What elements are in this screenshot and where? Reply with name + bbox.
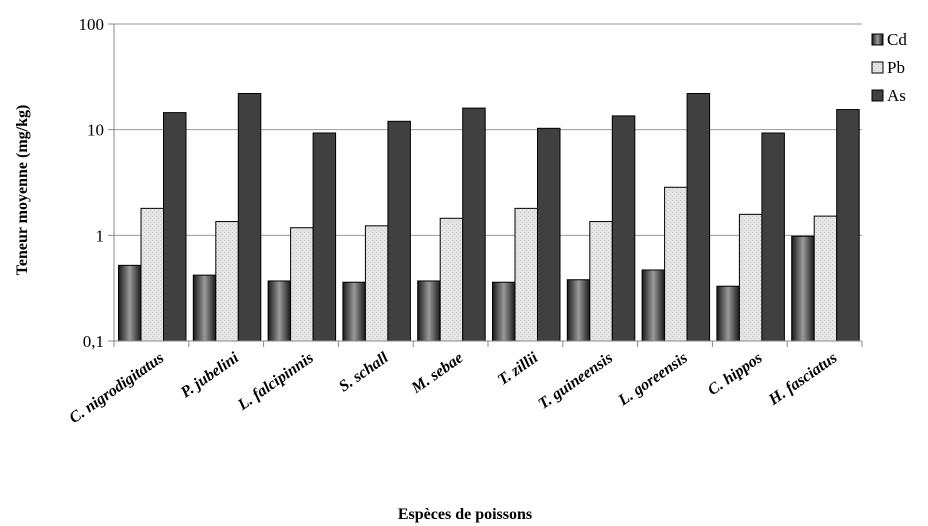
legend-label: Pb bbox=[887, 58, 905, 77]
bar-cd bbox=[641, 269, 666, 342]
bar-pb bbox=[589, 221, 613, 342]
category-label: C. hippos bbox=[705, 349, 766, 399]
category-label: L. falcipinnis bbox=[234, 349, 317, 414]
y-tick-label: 0,1 bbox=[83, 332, 104, 351]
bar-as bbox=[312, 132, 337, 342]
bar-pb bbox=[664, 186, 688, 342]
legend-swatch-pb bbox=[871, 61, 884, 74]
legend: Cd Pb As bbox=[871, 30, 907, 105]
x-axis-title: Espèces de poissons bbox=[398, 506, 532, 523]
bar-as bbox=[537, 127, 561, 342]
bar-pb bbox=[813, 215, 838, 342]
legend-label: As bbox=[887, 86, 906, 105]
bar-as bbox=[387, 120, 411, 342]
bar-cd bbox=[566, 279, 591, 342]
category-label: M. sebae bbox=[408, 349, 467, 397]
bar-as bbox=[462, 107, 486, 342]
bar-as bbox=[163, 112, 187, 342]
bar-pb bbox=[439, 217, 464, 342]
bar-cd bbox=[492, 281, 516, 342]
bar-as bbox=[836, 109, 860, 342]
bar-pb bbox=[364, 225, 389, 342]
category-label: P. jubelini bbox=[177, 349, 242, 402]
legend-swatch-cd bbox=[871, 33, 884, 46]
category-label: T. zillii bbox=[495, 349, 542, 389]
y-tick-label: 1 bbox=[96, 226, 105, 245]
bar-as bbox=[237, 92, 262, 342]
legend-label: Cd bbox=[887, 30, 907, 49]
bars bbox=[118, 92, 860, 342]
category-label: C. nigrodigitatus bbox=[66, 349, 167, 427]
bar-cd bbox=[417, 280, 441, 342]
gridlines bbox=[114, 23, 862, 236]
bar-pb bbox=[215, 221, 239, 342]
bar-cd bbox=[192, 274, 217, 342]
bar-as bbox=[686, 92, 711, 342]
category-label: S. schall bbox=[336, 349, 392, 395]
bar-cd bbox=[267, 280, 292, 342]
bar-pb bbox=[140, 207, 164, 342]
bar-cd bbox=[716, 285, 740, 342]
axes bbox=[108, 23, 863, 347]
bar-cd bbox=[791, 235, 815, 342]
bar-cd bbox=[342, 281, 366, 342]
bar-cd bbox=[118, 264, 142, 342]
bar-pb bbox=[290, 227, 314, 342]
bar-pb bbox=[738, 213, 763, 342]
category-label: H. fasciatus bbox=[765, 349, 840, 409]
y-tick-label: 10 bbox=[87, 121, 104, 140]
bar-as bbox=[611, 115, 636, 342]
bar-as bbox=[761, 132, 785, 342]
y-axis-title: Teneur moyenne (mg/kg) bbox=[14, 105, 31, 276]
y-tick-label: 100 bbox=[79, 15, 105, 34]
category-label: T. guineensis bbox=[535, 349, 616, 413]
y-tick-labels: 0,1 1 10 100 bbox=[79, 15, 105, 351]
bar-pb bbox=[514, 207, 538, 342]
category-label: L. goreensis bbox=[615, 349, 691, 409]
legend-swatch-as bbox=[871, 89, 884, 102]
